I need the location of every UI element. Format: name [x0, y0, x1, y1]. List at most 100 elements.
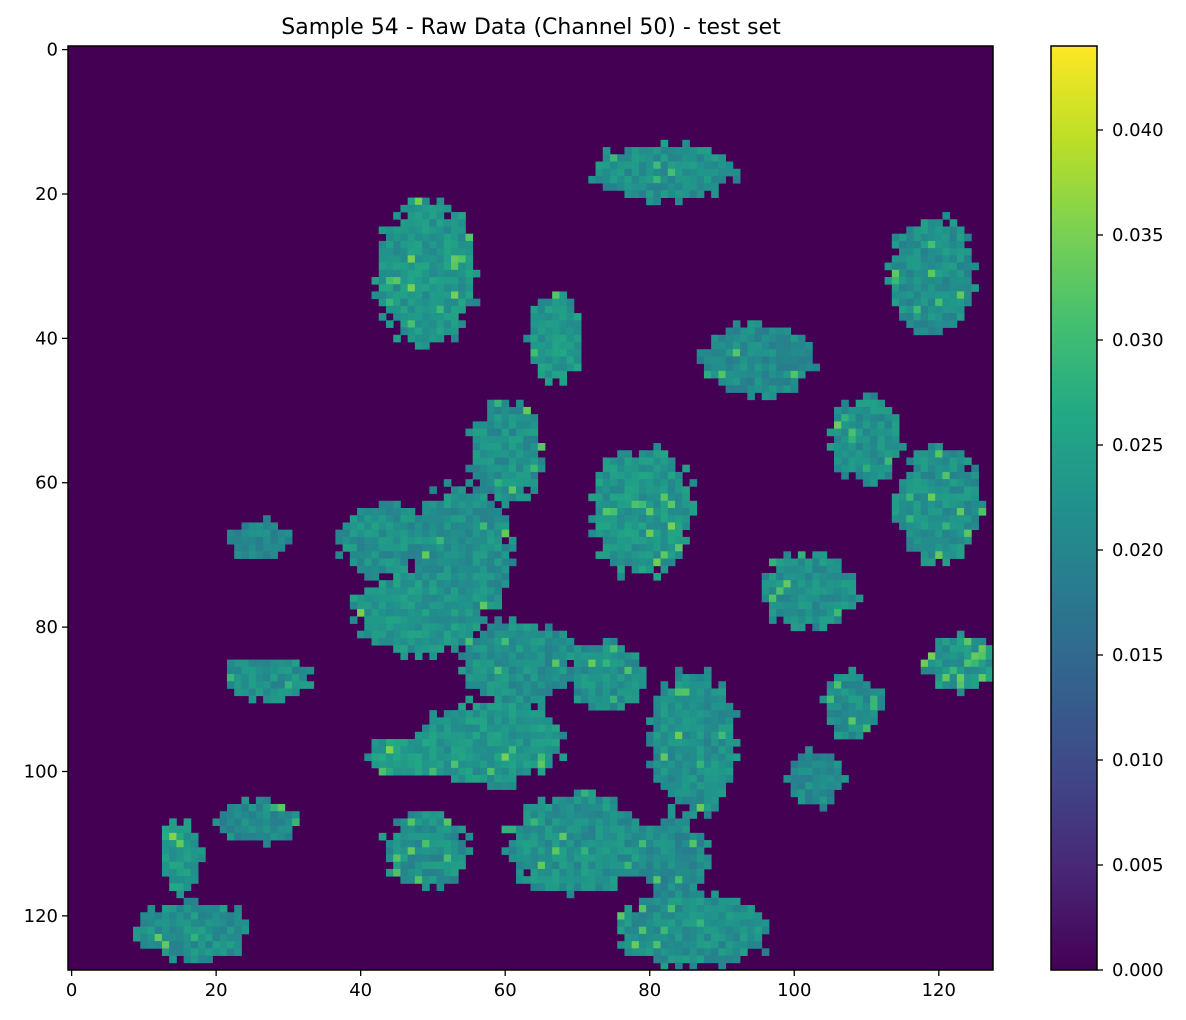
heatmap-cell — [429, 334, 437, 343]
heatmap-cell — [414, 760, 423, 769]
heatmap-cell — [465, 428, 474, 437]
heatmap-cell — [508, 652, 517, 660]
heatmap-cell — [544, 688, 553, 697]
heatmap-cell — [696, 147, 705, 155]
heatmap-cell — [595, 674, 604, 682]
heatmap-cell — [443, 739, 452, 747]
heatmap-cell — [718, 710, 727, 718]
heatmap-cell — [718, 955, 727, 964]
heatmap-cell — [422, 544, 430, 552]
heatmap-cell — [667, 508, 676, 516]
heatmap-cell — [812, 587, 820, 596]
heatmap-cell — [494, 645, 502, 653]
heatmap-cell — [660, 825, 669, 834]
heatmap-cell — [884, 450, 893, 458]
heatmap-cell — [768, 601, 777, 610]
heatmap-cell — [429, 861, 437, 870]
heatmap-cell — [472, 500, 481, 509]
heatmap-cell — [530, 883, 539, 891]
heatmap-cell — [718, 767, 727, 776]
heatmap-cell — [241, 803, 250, 812]
heatmap-cell — [978, 652, 987, 660]
heatmap-cell — [696, 154, 705, 162]
heatmap-cell — [841, 572, 849, 581]
heatmap-cell — [805, 572, 813, 581]
heatmap-cell — [841, 587, 849, 596]
heatmap-cell — [877, 421, 886, 429]
heatmap-cell — [537, 305, 546, 314]
heatmap-cell — [624, 450, 633, 458]
heatmap-cell — [711, 890, 719, 899]
heatmap-cell — [826, 710, 835, 718]
heatmap-cell — [631, 154, 640, 162]
heatmap-cell — [653, 775, 661, 783]
heatmap-cell — [559, 356, 568, 365]
heatmap-cell — [602, 551, 611, 559]
heatmap-cell — [971, 508, 979, 516]
heatmap-cell — [667, 175, 676, 184]
heatmap-cell — [638, 500, 647, 509]
heatmap-cell — [400, 616, 409, 624]
heatmap-cell — [913, 493, 922, 502]
heatmap-cell — [646, 515, 654, 523]
heatmap-cell — [602, 154, 611, 162]
heatmap-cell — [248, 536, 257, 545]
heatmap-cell — [696, 349, 705, 357]
heatmap-cell — [638, 486, 647, 494]
heatmap-cell — [696, 789, 705, 798]
heatmap-cell — [776, 565, 784, 574]
heatmap-cell — [414, 652, 423, 660]
heatmap-cell — [552, 818, 560, 827]
heatmap-cell — [508, 471, 517, 480]
heatmap-cell — [414, 262, 423, 271]
heatmap-cell — [544, 746, 553, 754]
heatmap-cell — [400, 868, 409, 877]
heatmap-cell — [638, 926, 647, 935]
heatmap-cell — [523, 724, 531, 733]
heatmap-cell — [176, 926, 185, 935]
heatmap-cell — [776, 349, 784, 357]
heatmap-cell — [429, 840, 437, 848]
heatmap-cell — [949, 529, 958, 538]
heatmap-cell — [393, 861, 401, 870]
heatmap-cell — [949, 291, 958, 300]
heatmap-cell — [653, 955, 661, 964]
heatmap-cell — [819, 601, 828, 610]
heatmap-cell — [906, 262, 914, 271]
heatmap-cell — [479, 724, 488, 733]
heatmap-cell — [682, 825, 690, 834]
heatmap-cell — [718, 775, 727, 783]
x-tick-label: 80 — [638, 980, 661, 1001]
heatmap-cell — [660, 681, 669, 689]
heatmap-cell — [805, 601, 813, 610]
heatmap-cell — [552, 840, 560, 848]
heatmap-cell — [544, 681, 553, 689]
heatmap-cell — [631, 493, 640, 502]
heatmap-cell — [458, 284, 466, 292]
heatmap-cell — [812, 760, 820, 769]
heatmap-cell — [675, 926, 683, 935]
heatmap-cell — [877, 688, 886, 697]
heatmap-cell — [711, 746, 719, 754]
heatmap-cell — [472, 450, 481, 458]
heatmap-cell — [696, 760, 705, 769]
heatmap-cell — [696, 775, 705, 783]
heatmap-cell — [205, 905, 213, 913]
heatmap-cell — [508, 428, 517, 437]
heatmap-cell — [147, 919, 156, 928]
heatmap-cell — [494, 399, 502, 408]
heatmap-cell — [234, 948, 242, 956]
heatmap-cell — [190, 854, 199, 863]
heatmap-cell — [696, 183, 705, 191]
heatmap-cell — [552, 861, 560, 870]
heatmap-cell — [927, 486, 936, 494]
heatmap-cell — [544, 724, 553, 733]
heatmap-cell — [588, 832, 596, 841]
heatmap-cell — [393, 291, 401, 300]
heatmap-cell — [451, 861, 459, 870]
heatmap-cell — [429, 255, 437, 263]
heatmap-cell — [530, 435, 539, 444]
heatmap-cell — [487, 623, 495, 632]
heatmap-cell — [718, 739, 727, 747]
heatmap-cell — [747, 378, 755, 386]
